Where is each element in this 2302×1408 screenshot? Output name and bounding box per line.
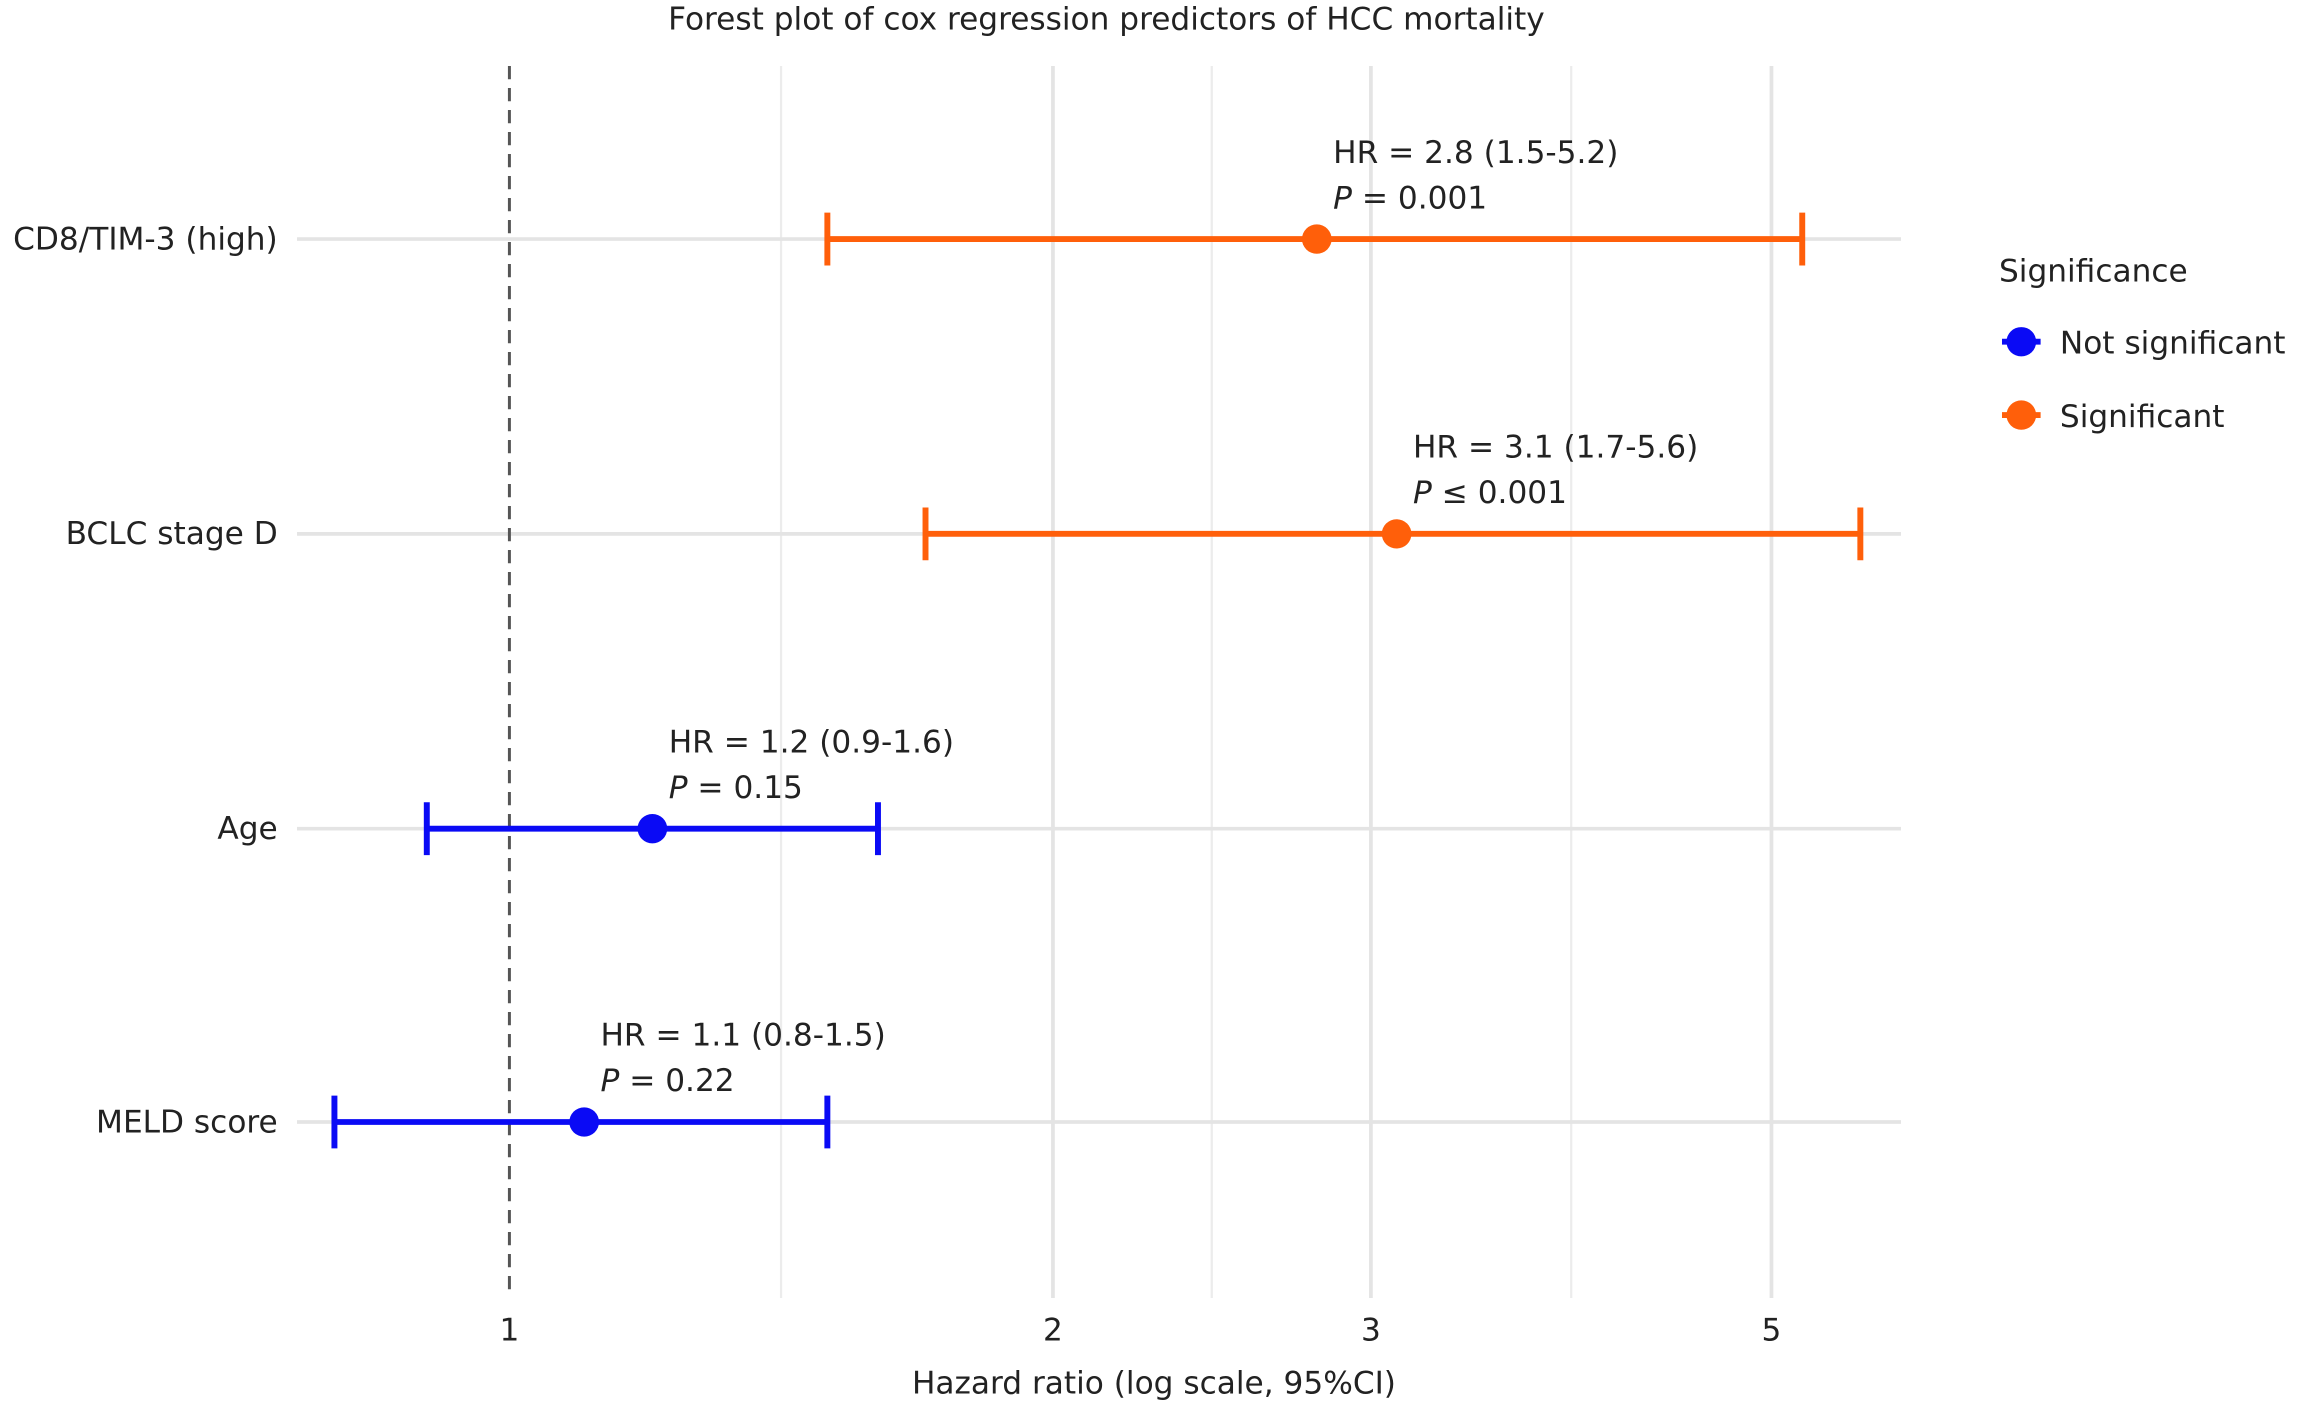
row-label: MELD score [96, 1104, 278, 1140]
x-tick-label: 1 [499, 1313, 519, 1349]
row-label: CD8/TIM-3 (high) [13, 222, 278, 258]
x-axis: 1 2 3 5 [499, 1313, 1781, 1349]
legend-title: Significance [1999, 254, 2188, 290]
forest-row: Age HR = 1.2 (0.9-1.6) P = 0.15 [217, 725, 954, 856]
hr-annotation: HR = 1.1 (0.8-1.5) [600, 1018, 885, 1054]
x-tick-label: 5 [1762, 1313, 1782, 1349]
rows: CD8/TIM-3 (high) HR = 2.8 (1.5-5.2) P = 0.… [13, 135, 1864, 1149]
grid [297, 66, 1902, 1298]
chart-title: Forest plot of cox regression predictors… [668, 2, 1545, 38]
legend: Significance Not significant Significant [1999, 254, 2285, 435]
row-label: Age [217, 811, 277, 847]
hr-annotation: HR = 2.8 (1.5-5.2) [1333, 135, 1618, 171]
p-value: = 0.001 [1352, 180, 1487, 216]
legend-key-point [2006, 400, 2037, 430]
x-tick-label: 3 [1361, 1313, 1381, 1349]
hr-point [637, 814, 668, 844]
p-annotation: P = 0.001 [1333, 180, 1487, 216]
p-value: ≤ 0.001 [1432, 475, 1567, 511]
hr-point [569, 1107, 600, 1137]
hr-annotation: HR = 1.2 (0.9-1.6) [669, 725, 954, 761]
p-annotation: P = 0.22 [600, 1063, 734, 1099]
p-annotation: P = 0.15 [669, 770, 803, 806]
forest-row: MELD score HR = 1.1 (0.8-1.5) P = 0.22 [96, 1018, 886, 1149]
legend-entry-label: Significant [2060, 399, 2225, 435]
p-symbol: P [1333, 180, 1352, 216]
p-symbol: P [600, 1063, 619, 1099]
forest-row: BCLC stage D HR = 3.1 (1.7-5.6) P ≤ 0.001 [66, 430, 1864, 561]
legend-key-point [2006, 327, 2037, 357]
p-value: = 0.22 [619, 1063, 734, 1099]
forest-row: CD8/TIM-3 (high) HR = 2.8 (1.5-5.2) P = 0.… [13, 135, 1806, 266]
legend-entry-label: Not significant [2060, 326, 2286, 362]
p-annotation: P ≤ 0.001 [1413, 475, 1567, 511]
hr-annotation: HR = 3.1 (1.7-5.6) [1413, 430, 1698, 466]
p-symbol: P [1413, 475, 1432, 511]
x-axis-label: Hazard ratio (log scale, 95%CI) [912, 1366, 1396, 1402]
hr-point [1301, 224, 1332, 254]
row-label: BCLC stage D [66, 516, 278, 552]
hr-point [1381, 519, 1412, 549]
p-symbol: P [669, 770, 688, 806]
x-tick-label: 2 [1043, 1313, 1063, 1349]
p-value: = 0.15 [688, 770, 803, 806]
